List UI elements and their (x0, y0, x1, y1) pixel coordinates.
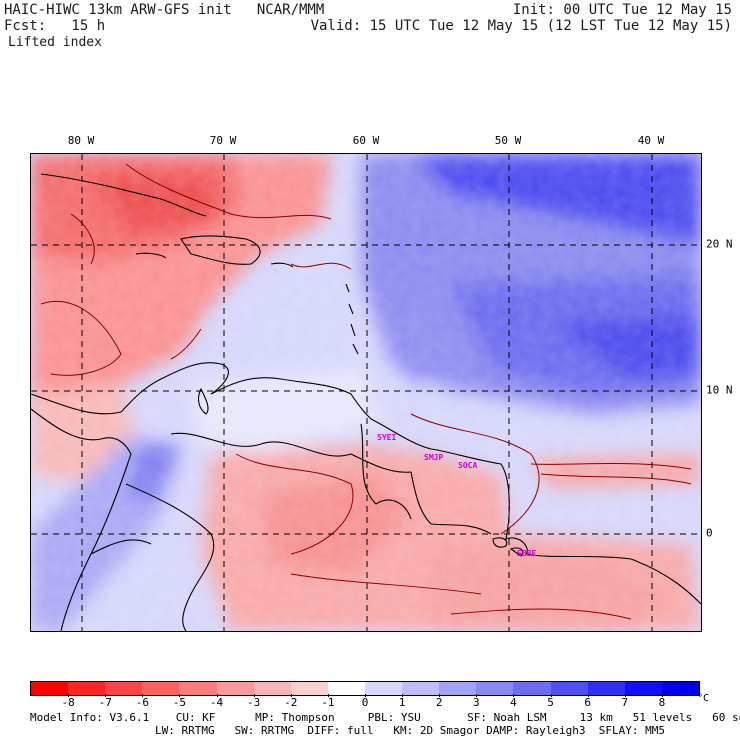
colorbar-tick (179, 694, 181, 697)
colorbar-tick (327, 694, 329, 697)
colorbar-tick (661, 694, 663, 697)
lon-label: 40 W (637, 134, 665, 147)
colorbar-label: 6 (584, 696, 591, 709)
colorbar-cell (31, 682, 69, 695)
model-info-line2: LW: RRTMG SW: RRTMG DIFF: full KM: 2D Sm… (155, 724, 665, 737)
colorbar-cell (179, 682, 217, 695)
colorbar-tick (253, 694, 255, 697)
colorbar-cell (624, 682, 662, 695)
station-label: SYEI (377, 433, 397, 442)
colorbar-tick (216, 694, 218, 697)
colorbar-cell (513, 682, 551, 695)
lon-label: 70 W (209, 134, 237, 147)
colorbar-tick (587, 694, 589, 697)
colorbar-tick (476, 694, 478, 697)
lon-label: 60 W (352, 134, 380, 147)
colorbar-label: -7 (98, 696, 112, 709)
colorbar-cell (253, 682, 291, 695)
colorbar-label: 2 (435, 696, 443, 709)
colorbar-label: 4 (510, 696, 517, 709)
colorbar-tick (402, 694, 404, 697)
colorbar-label: 5 (547, 696, 554, 709)
colorbar-cell (476, 682, 514, 695)
coastlines (31, 173, 701, 631)
colorbar-tick (68, 694, 70, 697)
colorbar-cell (142, 682, 180, 695)
colorbar-cell (68, 682, 106, 695)
colorbar-cell (550, 682, 588, 695)
colorbar-label: 7 (621, 696, 629, 709)
station-label: SOCA (458, 461, 478, 470)
colorbar-label: -3 (247, 696, 261, 709)
colorbar-cell (105, 682, 143, 695)
colorbar-label: -6 (135, 696, 149, 709)
lat-lon-grid (31, 154, 701, 631)
colorbar-tick (624, 694, 626, 697)
header-forecast-hour: Fcst: 15 h (4, 18, 106, 34)
colorbar-label: -5 (172, 696, 187, 709)
lifted-index-contours (40, 163, 692, 620)
header-valid-time: Valid: 15 UTC Tue 12 May 15 (12 LST Tue … (310, 18, 732, 34)
field-name: Lifted index (8, 35, 102, 50)
lat-label: 10 N (706, 383, 733, 397)
lon-label: 80 W (67, 134, 95, 147)
colorbar-label: -1 (321, 696, 335, 709)
colorbar-label: -8 (61, 696, 75, 709)
colorbar-cell (216, 682, 254, 695)
colorbar-cell (661, 682, 699, 695)
colorbar-cell (402, 682, 440, 695)
model-info-line1: Model Info: V3.6.1 CU: KF MP: Thompson P… (30, 711, 740, 724)
colorbar-cell (364, 682, 403, 695)
colorbar-unit: °C (697, 693, 710, 704)
map-canvas (31, 154, 701, 631)
colorbar-cell (327, 682, 365, 695)
lon-label: 50 W (494, 134, 522, 147)
station-label: SBBE (517, 549, 537, 558)
lifted-index-map (30, 153, 702, 632)
colorbar (30, 681, 700, 696)
colorbar-label: 3 (473, 696, 480, 709)
colorbar-label: 0 (361, 696, 369, 709)
lat-label: 20 N (706, 237, 733, 251)
header-model-title: HAIC-HIWC 13km ARW-GFS init NCAR/MMM (4, 2, 325, 18)
colorbar-label: 8 (658, 696, 666, 709)
colorbar-tick (439, 694, 441, 697)
colorbar-label: -4 (209, 696, 224, 709)
colorbar-tick (513, 694, 515, 697)
colorbar-label: -2 (284, 696, 298, 709)
colorbar-cell (439, 682, 477, 695)
colorbar-tick (365, 694, 366, 697)
colorbar-tick (105, 694, 107, 697)
colorbar-tick (290, 694, 292, 697)
header-init-time: Init: 00 UTC Tue 12 May 15 (512, 2, 732, 18)
colorbar-cell (587, 682, 625, 695)
colorbar-label: 1 (398, 696, 406, 709)
colorbar-cell (290, 682, 328, 695)
colorbar-tick (142, 694, 144, 697)
colorbar-tick (550, 694, 552, 697)
lat-label: 0 (706, 526, 713, 540)
station-label: SMJP (424, 453, 444, 462)
